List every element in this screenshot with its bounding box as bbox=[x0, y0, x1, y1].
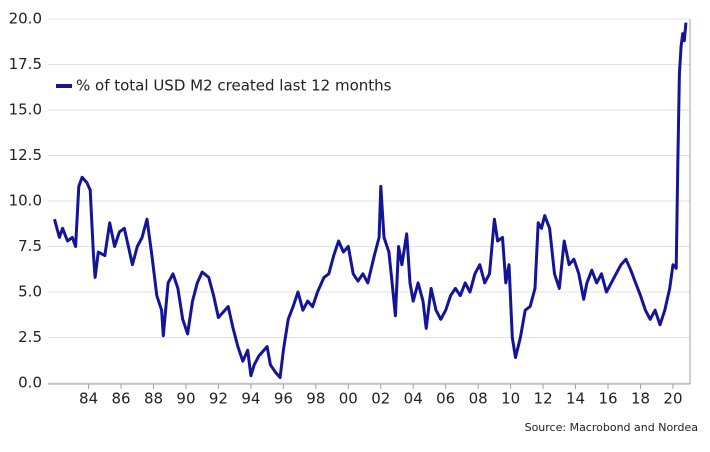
x-tick-label: 96 bbox=[274, 390, 293, 408]
x-tick-label: 06 bbox=[436, 390, 455, 408]
x-tick-label: 98 bbox=[306, 390, 325, 408]
y-tick-label: 7.5 bbox=[18, 237, 42, 255]
legend-label: % of total USD M2 created last 12 months bbox=[76, 77, 392, 95]
y-tick-label: 17.5 bbox=[9, 55, 42, 73]
x-tick-label: 84 bbox=[79, 390, 98, 408]
x-tick-label: 04 bbox=[404, 390, 423, 408]
x-tick-label: 08 bbox=[469, 390, 488, 408]
x-tick-label: 88 bbox=[144, 390, 163, 408]
x-tick-label: 10 bbox=[501, 390, 520, 408]
x-tick-label: 92 bbox=[209, 390, 228, 408]
x-tick-label: 86 bbox=[111, 390, 130, 408]
x-tick-label: 16 bbox=[598, 390, 617, 408]
y-tick-label: 12.5 bbox=[9, 146, 42, 164]
y-tick-label: 0.0 bbox=[18, 374, 42, 392]
x-tick-label: 14 bbox=[566, 390, 585, 408]
source-note: Source: Macrobond and Nordea bbox=[525, 421, 698, 434]
x-tick-label: 18 bbox=[631, 390, 650, 408]
x-tick-label: 12 bbox=[534, 390, 553, 408]
x-tick-label: 94 bbox=[241, 390, 260, 408]
y-tick-label: 2.5 bbox=[18, 328, 42, 346]
x-tick-label: 00 bbox=[339, 390, 358, 408]
y-tick-label: 15.0 bbox=[9, 101, 42, 119]
y-tick-label: 20.0 bbox=[9, 10, 42, 28]
y-tick-label: 10.0 bbox=[9, 192, 42, 210]
data-line bbox=[53, 22, 688, 379]
x-tick-label: 20 bbox=[663, 390, 682, 408]
x-tick-label: 02 bbox=[371, 390, 390, 408]
x-tick-label: 90 bbox=[176, 390, 195, 408]
y-tick-label: 5.0 bbox=[18, 283, 42, 301]
